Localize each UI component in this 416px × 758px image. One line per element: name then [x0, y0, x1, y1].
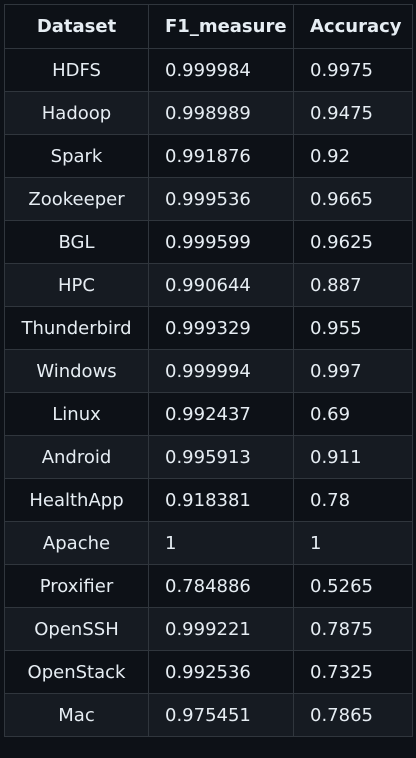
cell-accuracy: 0.69	[293, 392, 413, 436]
cell-f1-measure: 1	[148, 521, 294, 565]
cell-f1-measure: 0.999536	[148, 177, 294, 221]
table-header: Dataset F1_measure Accuracy	[4, 4, 413, 49]
results-table: Dataset F1_measure Accuracy HDFS 0.99998…	[4, 4, 413, 737]
header-row: Dataset F1_measure Accuracy	[4, 4, 413, 49]
cell-accuracy: 0.9665	[293, 177, 413, 221]
table-body: HDFS 0.999984 0.9975 Hadoop 0.998989 0.9…	[4, 48, 413, 737]
cell-dataset: Windows	[4, 349, 149, 393]
cell-f1-measure: 0.999994	[148, 349, 294, 393]
cell-f1-measure: 0.975451	[148, 693, 294, 737]
cell-dataset: Android	[4, 435, 149, 479]
cell-accuracy: 0.9625	[293, 220, 413, 264]
table-row: Hadoop 0.998989 0.9475	[4, 91, 413, 135]
table-row: Spark 0.991876 0.92	[4, 134, 413, 178]
cell-f1-measure: 0.992437	[148, 392, 294, 436]
cell-dataset: Hadoop	[4, 91, 149, 135]
cell-f1-measure: 0.990644	[148, 263, 294, 307]
cell-accuracy: 0.7875	[293, 607, 413, 651]
cell-dataset: Spark	[4, 134, 149, 178]
cell-dataset: Zookeeper	[4, 177, 149, 221]
cell-dataset: HealthApp	[4, 478, 149, 522]
cell-dataset: HDFS	[4, 48, 149, 92]
cell-f1-measure: 0.999984	[148, 48, 294, 92]
cell-accuracy: 0.887	[293, 263, 413, 307]
cell-f1-measure: 0.999599	[148, 220, 294, 264]
cell-accuracy: 0.7865	[293, 693, 413, 737]
cell-dataset: OpenSSH	[4, 607, 149, 651]
cell-f1-measure: 0.999221	[148, 607, 294, 651]
table-row: Mac 0.975451 0.7865	[4, 693, 413, 737]
cell-accuracy: 0.7325	[293, 650, 413, 694]
table-row: HDFS 0.999984 0.9975	[4, 48, 413, 92]
column-header-dataset: Dataset	[4, 4, 149, 49]
cell-dataset: Proxifier	[4, 564, 149, 608]
cell-accuracy: 0.78	[293, 478, 413, 522]
table-row: OpenSSH 0.999221 0.7875	[4, 607, 413, 651]
cell-accuracy: 0.9475	[293, 91, 413, 135]
cell-accuracy: 0.997	[293, 349, 413, 393]
cell-f1-measure: 0.991876	[148, 134, 294, 178]
cell-dataset: Apache	[4, 521, 149, 565]
column-header-f1-measure: F1_measure	[148, 4, 294, 49]
table-row: Thunderbird 0.999329 0.955	[4, 306, 413, 350]
cell-f1-measure: 0.992536	[148, 650, 294, 694]
column-header-accuracy: Accuracy	[293, 4, 413, 49]
cell-dataset: Linux	[4, 392, 149, 436]
table-row: Zookeeper 0.999536 0.9665	[4, 177, 413, 221]
table-row: BGL 0.999599 0.9625	[4, 220, 413, 264]
table-row: HPC 0.990644 0.887	[4, 263, 413, 307]
results-table-container: Dataset F1_measure Accuracy HDFS 0.99998…	[4, 4, 413, 737]
table-row: Proxifier 0.784886 0.5265	[4, 564, 413, 608]
cell-dataset: BGL	[4, 220, 149, 264]
table-row: Apache 1 1	[4, 521, 413, 565]
cell-accuracy: 0.9975	[293, 48, 413, 92]
cell-dataset: Thunderbird	[4, 306, 149, 350]
cell-f1-measure: 0.998989	[148, 91, 294, 135]
cell-accuracy: 0.911	[293, 435, 413, 479]
cell-accuracy: 0.5265	[293, 564, 413, 608]
cell-f1-measure: 0.995913	[148, 435, 294, 479]
cell-f1-measure: 0.999329	[148, 306, 294, 350]
table-row: Windows 0.999994 0.997	[4, 349, 413, 393]
cell-accuracy: 1	[293, 521, 413, 565]
cell-f1-measure: 0.784886	[148, 564, 294, 608]
cell-dataset: OpenStack	[4, 650, 149, 694]
table-row: HealthApp 0.918381 0.78	[4, 478, 413, 522]
cell-dataset: Mac	[4, 693, 149, 737]
cell-f1-measure: 0.918381	[148, 478, 294, 522]
cell-accuracy: 0.955	[293, 306, 413, 350]
table-row: Linux 0.992437 0.69	[4, 392, 413, 436]
table-row: Android 0.995913 0.911	[4, 435, 413, 479]
cell-dataset: HPC	[4, 263, 149, 307]
table-row: OpenStack 0.992536 0.7325	[4, 650, 413, 694]
cell-accuracy: 0.92	[293, 134, 413, 178]
